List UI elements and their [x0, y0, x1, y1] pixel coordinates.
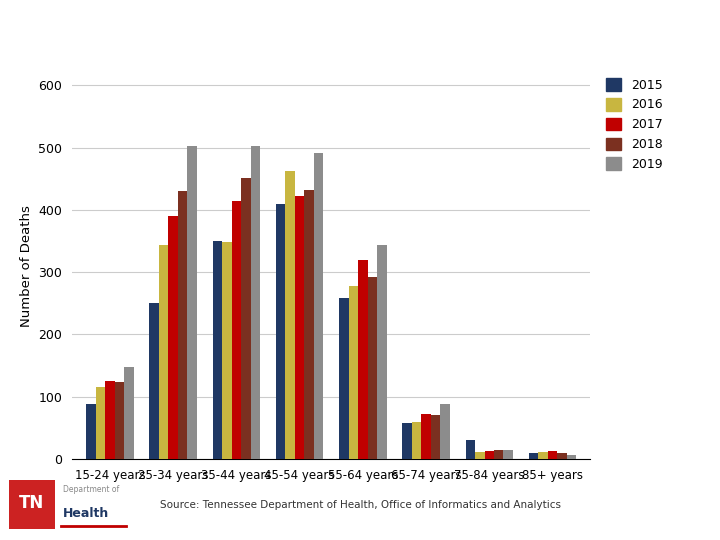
Bar — [348, 286, 358, 459]
Bar — [178, 191, 187, 459]
Bar — [503, 450, 513, 459]
FancyBboxPatch shape — [9, 481, 55, 529]
Bar — [440, 404, 450, 459]
Text: All Drug Deaths by Age Distribution, 2015-2019: All Drug Deaths by Age Distribution, 201… — [13, 21, 611, 41]
Bar — [124, 367, 134, 459]
Text: Department of: Department of — [63, 485, 120, 494]
Bar — [421, 414, 431, 459]
Bar — [276, 204, 285, 459]
Bar — [539, 451, 548, 459]
Bar — [485, 451, 494, 459]
Text: Health: Health — [63, 507, 109, 520]
Bar — [402, 423, 412, 459]
Bar — [105, 381, 114, 459]
Bar — [358, 260, 367, 459]
Bar — [222, 242, 232, 459]
Bar — [168, 216, 178, 459]
Bar — [86, 404, 96, 459]
Bar — [314, 153, 323, 459]
Bar — [251, 146, 260, 459]
Bar — [339, 298, 348, 459]
Bar — [187, 146, 197, 459]
Bar — [285, 171, 295, 459]
Bar — [159, 245, 168, 459]
Bar — [475, 451, 485, 459]
Bar — [212, 241, 222, 459]
Bar — [150, 303, 159, 459]
Legend: 2015, 2016, 2017, 2018, 2019: 2015, 2016, 2017, 2018, 2019 — [600, 73, 667, 176]
Bar — [367, 277, 377, 459]
Bar — [377, 245, 387, 459]
Bar — [96, 387, 105, 459]
Bar — [295, 195, 305, 459]
Bar — [528, 453, 539, 459]
Bar — [466, 440, 475, 459]
Bar — [431, 415, 440, 459]
Bar — [557, 453, 567, 459]
Bar — [114, 382, 124, 459]
Bar — [305, 190, 314, 459]
Y-axis label: Number of Deaths: Number of Deaths — [19, 205, 32, 327]
Bar — [548, 451, 557, 459]
Bar — [241, 178, 251, 459]
Bar — [567, 455, 576, 459]
Text: TN: TN — [19, 495, 45, 512]
Bar — [412, 422, 421, 459]
Bar — [494, 450, 503, 459]
Text: Source: Tennessee Department of Health, Office of Informatics and Analytics: Source: Tennessee Department of Health, … — [160, 500, 560, 510]
Bar — [232, 200, 241, 459]
